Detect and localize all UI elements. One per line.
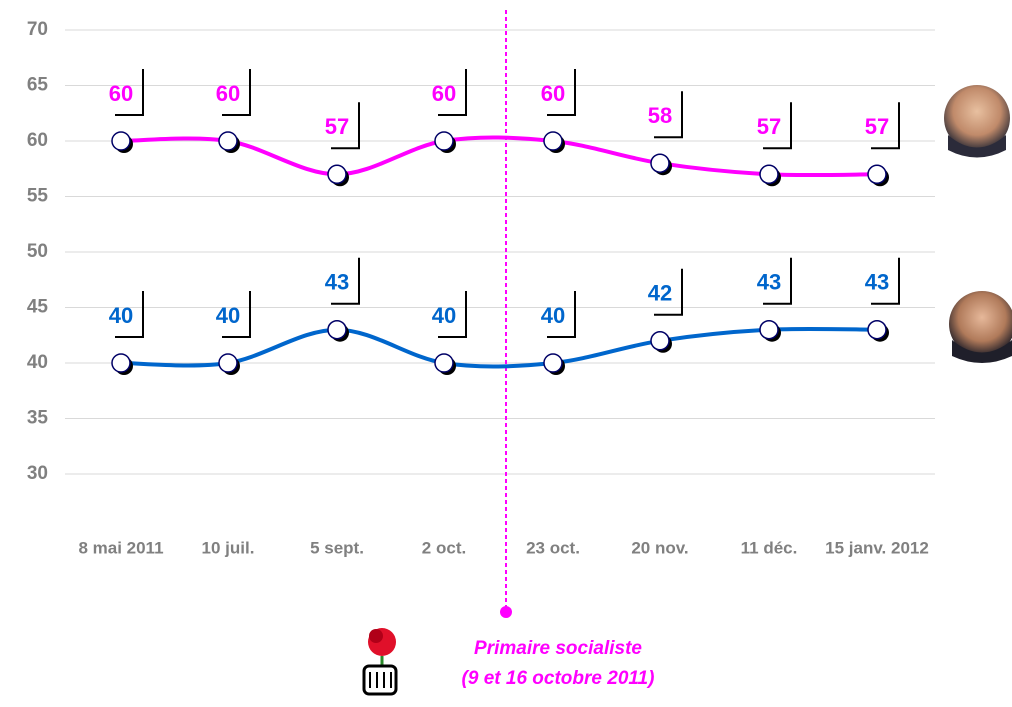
y-tick-label: 70 bbox=[27, 19, 48, 40]
x-tick-label: 11 déc. bbox=[741, 538, 798, 557]
label-bracket bbox=[222, 291, 251, 338]
label-bracket bbox=[871, 102, 900, 150]
y-tick-label: 60 bbox=[27, 130, 48, 151]
data-label: 58 bbox=[648, 103, 672, 128]
marker bbox=[650, 331, 670, 351]
y-tick-label: 40 bbox=[27, 352, 48, 373]
annotation-text: Primaire socialiste bbox=[474, 638, 642, 659]
marker bbox=[111, 353, 131, 373]
label-bracket bbox=[763, 257, 792, 305]
x-tick-label: 15 janv. 2012 bbox=[825, 538, 929, 557]
label-bracket bbox=[654, 91, 683, 139]
label-bracket bbox=[222, 69, 251, 116]
x-tick-label: 10 juil. bbox=[202, 538, 255, 557]
data-label: 40 bbox=[109, 303, 133, 328]
marker bbox=[543, 131, 563, 151]
label-bracket bbox=[115, 291, 144, 338]
data-label: 57 bbox=[757, 114, 781, 139]
marker bbox=[867, 319, 887, 340]
data-label: 60 bbox=[432, 81, 456, 106]
data-label: 40 bbox=[541, 303, 565, 328]
y-tick-label: 50 bbox=[27, 241, 48, 262]
marker bbox=[434, 131, 454, 151]
label-bracket bbox=[547, 291, 576, 338]
label-bracket bbox=[331, 257, 360, 305]
marker bbox=[543, 353, 563, 373]
data-label: 43 bbox=[865, 270, 889, 295]
data-label: 57 bbox=[325, 114, 349, 139]
x-tick-label: 5 sept. bbox=[310, 538, 364, 557]
x-tick-label: 2 oct. bbox=[422, 538, 466, 557]
x-tick-label: 8 mai 2011 bbox=[78, 538, 163, 557]
marker bbox=[111, 131, 131, 151]
marker bbox=[759, 319, 779, 340]
data-label: 42 bbox=[648, 281, 672, 306]
annotation-text: (9 et 16 octobre 2011) bbox=[462, 668, 655, 689]
label-bracket bbox=[871, 257, 900, 305]
data-label: 43 bbox=[757, 270, 781, 295]
marker bbox=[867, 164, 887, 185]
y-tick-label: 55 bbox=[27, 186, 49, 207]
y-tick-label: 65 bbox=[27, 75, 49, 96]
marker bbox=[327, 319, 347, 340]
data-label: 43 bbox=[325, 270, 349, 295]
marker bbox=[327, 164, 347, 185]
x-tick-label: 23 oct. bbox=[526, 538, 580, 557]
data-label: 40 bbox=[432, 303, 456, 328]
label-bracket bbox=[331, 102, 360, 150]
y-tick-label: 35 bbox=[27, 408, 49, 429]
marker bbox=[434, 353, 454, 373]
data-label: 60 bbox=[541, 81, 565, 106]
label-bracket bbox=[115, 69, 144, 116]
label-bracket bbox=[438, 69, 467, 116]
marker bbox=[218, 131, 238, 151]
data-label: 40 bbox=[216, 303, 240, 328]
label-bracket bbox=[763, 102, 792, 150]
marker bbox=[759, 164, 779, 185]
data-label: 60 bbox=[216, 81, 240, 106]
series-line bbox=[120, 326, 878, 369]
label-bracket bbox=[654, 268, 683, 316]
data-label: 60 bbox=[109, 81, 133, 106]
label-bracket bbox=[547, 69, 576, 116]
portrait-hollande bbox=[944, 85, 1010, 158]
label-bracket bbox=[438, 291, 467, 338]
x-tick-label: 20 nov. bbox=[631, 538, 688, 557]
marker bbox=[650, 153, 670, 173]
portrait-sarkozy bbox=[949, 291, 1012, 363]
marker bbox=[218, 353, 238, 373]
rose-logo bbox=[362, 628, 398, 696]
annotation-dot bbox=[500, 606, 512, 618]
data-label: 57 bbox=[865, 114, 889, 139]
y-tick-label: 30 bbox=[27, 463, 48, 484]
y-tick-label: 45 bbox=[27, 297, 49, 318]
